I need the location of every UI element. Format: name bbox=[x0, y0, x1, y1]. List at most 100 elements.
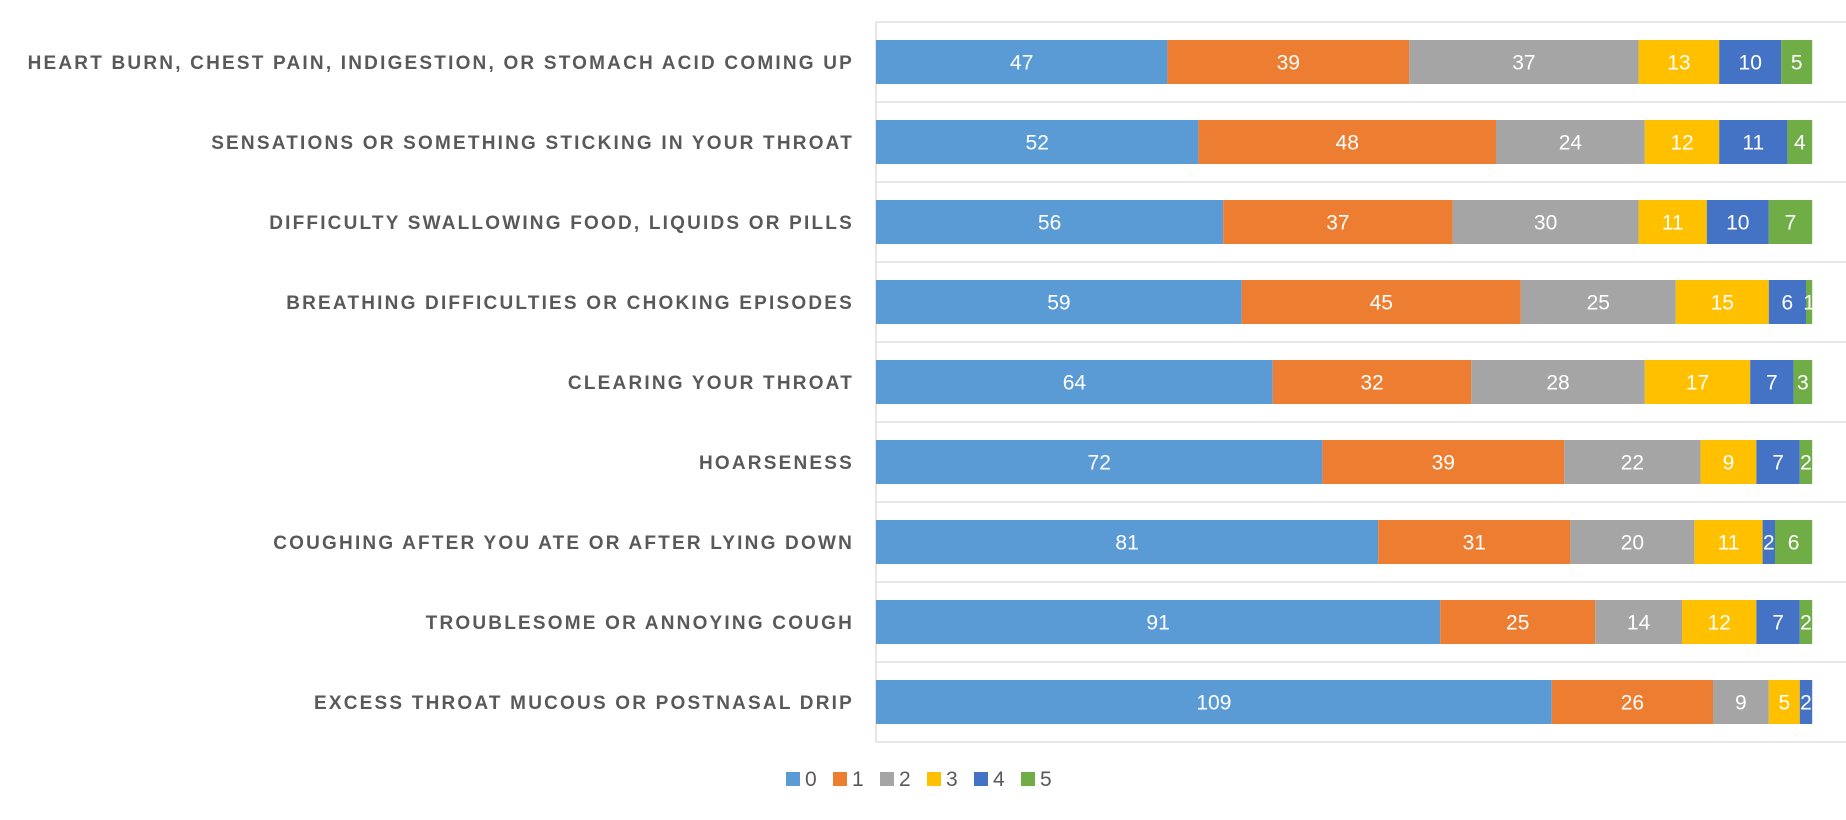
data-label: 2 bbox=[1763, 532, 1775, 555]
data-label: 11 bbox=[1718, 532, 1740, 555]
data-label: 6 bbox=[1788, 532, 1800, 555]
category-label: COUGHING AFTER YOU ATE OR AFTER LYING DO… bbox=[273, 533, 854, 554]
legend-swatch-0 bbox=[786, 772, 800, 786]
bar-segment-0 bbox=[876, 360, 1273, 404]
data-label: 1 bbox=[1803, 292, 1815, 315]
data-label: 45 bbox=[1370, 292, 1393, 315]
data-label: 13 bbox=[1667, 52, 1690, 75]
data-label: 12 bbox=[1670, 132, 1693, 155]
data-label: 24 bbox=[1559, 132, 1583, 155]
bar-segment-5 bbox=[1781, 40, 1813, 84]
data-label: 30 bbox=[1534, 212, 1557, 235]
bar-segment-5 bbox=[1799, 600, 1813, 644]
bar-segment-2 bbox=[1452, 200, 1639, 244]
category-label: SENSATIONS OR SOMETHING STICKING IN YOUR… bbox=[211, 133, 854, 154]
data-label: 11 bbox=[1742, 132, 1764, 155]
legend-swatch-5 bbox=[1021, 772, 1035, 786]
data-label: 81 bbox=[1115, 532, 1138, 555]
data-label: 4 bbox=[1794, 132, 1806, 155]
category-label: HEART BURN, CHEST PAIN, INDIGESTION, OR … bbox=[28, 53, 854, 74]
bar-segment-3 bbox=[1638, 40, 1720, 84]
category-label: HOARSENESS bbox=[699, 453, 854, 474]
category-label: BREATHING DIFFICULTIES OR CHOKING EPISOD… bbox=[286, 293, 854, 314]
bar-segment-5 bbox=[1775, 520, 1813, 564]
data-label: 48 bbox=[1336, 132, 1359, 155]
bar-segment-4 bbox=[1799, 680, 1813, 724]
data-label: 59 bbox=[1047, 292, 1070, 315]
bar-segment-4 bbox=[1756, 600, 1800, 644]
bar-segment-5 bbox=[1768, 200, 1813, 244]
data-label: 5 bbox=[1791, 52, 1803, 75]
bar-segment-3 bbox=[1694, 520, 1763, 564]
data-label: 17 bbox=[1686, 372, 1709, 395]
bar-segment-0 bbox=[876, 40, 1168, 84]
bar-segment-4 bbox=[1750, 360, 1794, 404]
data-label: 7 bbox=[1785, 212, 1797, 235]
data-label: 9 bbox=[1723, 452, 1735, 475]
bar-segment-4 bbox=[1762, 520, 1775, 564]
data-label: 25 bbox=[1587, 292, 1610, 315]
legend-swatch-4 bbox=[974, 772, 988, 786]
bar-segment-5 bbox=[1806, 280, 1813, 324]
legend-swatch-1 bbox=[833, 772, 847, 786]
bar-segment-1 bbox=[1440, 600, 1596, 644]
bar-segment-4 bbox=[1719, 40, 1782, 84]
data-label: 31 bbox=[1463, 532, 1486, 555]
data-label: 2 bbox=[1800, 612, 1812, 635]
data-label: 56 bbox=[1038, 212, 1061, 235]
data-label: 26 bbox=[1621, 692, 1644, 715]
data-label: 25 bbox=[1506, 612, 1529, 635]
bar-segment-2 bbox=[1570, 520, 1695, 564]
legend-label: 0 bbox=[805, 768, 817, 791]
bar-segment-5 bbox=[1793, 360, 1813, 404]
bar-segment-2 bbox=[1595, 600, 1682, 644]
bar-segment-0 bbox=[876, 520, 1379, 564]
bar-segment-0 bbox=[876, 680, 1552, 724]
data-label: 7 bbox=[1772, 452, 1784, 475]
data-label: 7 bbox=[1766, 372, 1778, 395]
bar-segment-0 bbox=[876, 440, 1323, 484]
data-label: 39 bbox=[1277, 52, 1300, 75]
data-label: 14 bbox=[1627, 612, 1651, 635]
bar-segment-2 bbox=[1564, 440, 1701, 484]
bar-segment-1 bbox=[1322, 440, 1565, 484]
legend-label: 4 bbox=[993, 768, 1005, 791]
bar-segment-0 bbox=[876, 200, 1224, 244]
bar-segment-1 bbox=[1551, 680, 1713, 724]
legend-swatch-3 bbox=[927, 772, 941, 786]
data-label: 37 bbox=[1326, 212, 1349, 235]
bar-segment-0 bbox=[876, 600, 1441, 644]
bar-segment-3 bbox=[1768, 680, 1800, 724]
data-label: 72 bbox=[1088, 452, 1111, 475]
data-label: 9 bbox=[1735, 692, 1747, 715]
bar-segment-4 bbox=[1719, 120, 1788, 164]
bar-segment-2 bbox=[1496, 120, 1645, 164]
bar-segment-4 bbox=[1768, 280, 1806, 324]
bar-segment-5 bbox=[1799, 440, 1813, 484]
bar-segment-1 bbox=[1241, 280, 1521, 324]
bar-segment-3 bbox=[1682, 600, 1757, 644]
data-label: 3 bbox=[1797, 372, 1809, 395]
bar-segment-3 bbox=[1644, 120, 1720, 164]
bar-segment-3 bbox=[1638, 200, 1707, 244]
bar-segment-4 bbox=[1756, 440, 1800, 484]
bar-segment-0 bbox=[876, 120, 1199, 164]
bar-segment-2 bbox=[1713, 680, 1769, 724]
data-label: 2 bbox=[1800, 692, 1812, 715]
data-label: 32 bbox=[1360, 372, 1383, 395]
category-label: EXCESS THROAT MUCOUS OR POSTNASAL DRIP bbox=[314, 693, 854, 714]
data-label: 7 bbox=[1772, 612, 1784, 635]
data-label: 2 bbox=[1800, 452, 1812, 475]
legend-label: 1 bbox=[852, 768, 864, 791]
data-label: 91 bbox=[1146, 612, 1169, 635]
bar-segment-3 bbox=[1700, 440, 1757, 484]
data-label: 39 bbox=[1432, 452, 1455, 475]
data-label: 64 bbox=[1063, 372, 1087, 395]
bar-segment-2 bbox=[1409, 40, 1639, 84]
bar-segment-3 bbox=[1644, 360, 1751, 404]
data-label: 5 bbox=[1778, 692, 1790, 715]
bar-segment-0 bbox=[876, 280, 1242, 324]
data-label: 28 bbox=[1546, 372, 1569, 395]
